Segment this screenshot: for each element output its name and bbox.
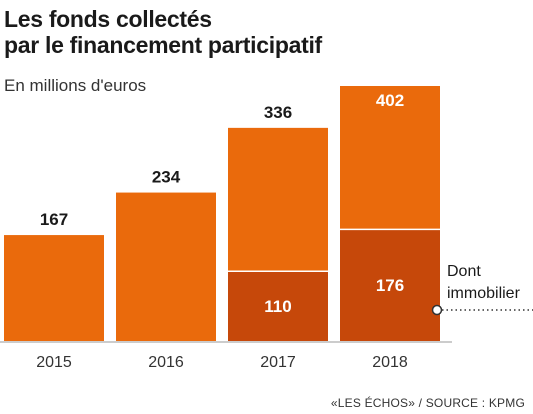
data-label-immobilier-2018: 176: [376, 276, 404, 295]
bar-total-2016: [116, 192, 216, 341]
chart-title-line-2: par le financement participatif: [4, 32, 322, 58]
x-tick-label-2017: 2017: [260, 354, 296, 371]
data-label-total-2015: 167: [40, 210, 68, 229]
annotation-label-line-1: Dont: [447, 263, 481, 280]
data-label-immobilier-2017: 110: [264, 297, 291, 316]
data-label-total-2016: 234: [152, 168, 181, 187]
x-tick-label-2015: 2015: [36, 354, 72, 371]
x-tick-label-2016: 2016: [148, 354, 184, 371]
x-tick-label-2018: 2018: [372, 354, 408, 371]
bar-immobilier-2018: [340, 229, 440, 341]
data-label-total-2017: 336: [264, 103, 292, 122]
source-credit: «LES ÉCHOS» / SOURCE : KPMG: [330, 396, 525, 410]
bar-total-2015: [4, 235, 104, 341]
bar-immobilier-2017: [228, 271, 328, 341]
chart-title-line-1: Les fonds collectés: [4, 6, 212, 32]
annotation-marker: [431, 304, 443, 316]
chart-subtitle: En millions d'euros: [4, 76, 147, 95]
data-label-total-2018: 402: [376, 91, 404, 110]
annotation-label-line-2: immobilier: [447, 285, 521, 302]
chart-title: Les fonds collectés par le financement p…: [4, 6, 322, 58]
